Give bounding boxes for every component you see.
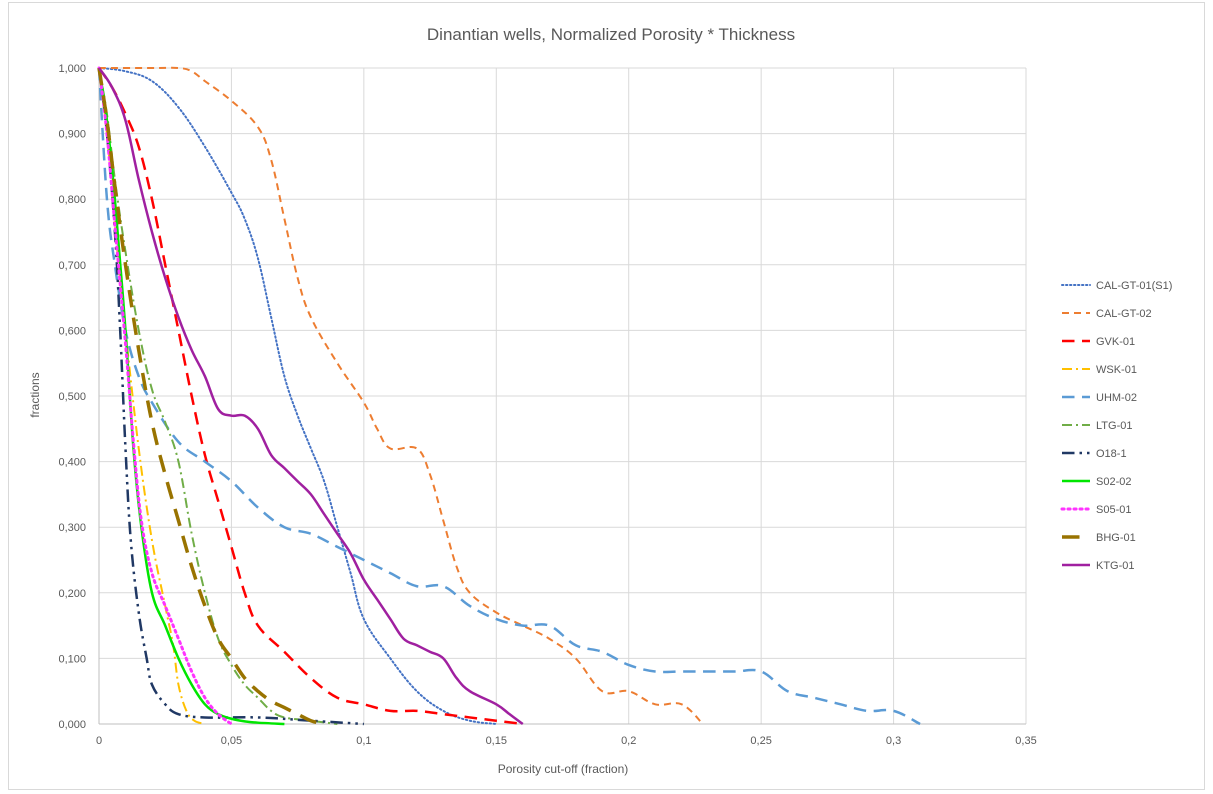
x-tick-label: 0,2 xyxy=(621,735,636,747)
y-tick-label: 0,300 xyxy=(58,522,86,534)
x-tick-label: 0,3 xyxy=(886,735,901,747)
y-axis-label: fractions xyxy=(28,372,42,417)
legend-label: LTG-01 xyxy=(1096,420,1132,432)
series-line-s05-01 xyxy=(97,66,233,726)
legend-item-uhm-02: UHM-02 xyxy=(1062,392,1137,404)
x-tick-label: 0,1 xyxy=(356,735,371,747)
y-tick-label: 0,100 xyxy=(58,653,86,665)
legend-label: S05-01 xyxy=(1096,504,1131,516)
legend-item-s05-01: S05-01 xyxy=(1060,504,1131,516)
legend-item-s02-02: S02-02 xyxy=(1062,476,1131,488)
legend-label: O18-1 xyxy=(1096,448,1127,460)
x-tick-label: 0,05 xyxy=(221,735,242,747)
series-line-bhg-01 xyxy=(97,67,325,726)
x-tick-label: 0,15 xyxy=(486,735,507,747)
legend-label: BHG-01 xyxy=(1096,532,1136,544)
y-tick-label: 0,800 xyxy=(58,194,86,206)
chart-title: Dinantian wells, Normalized Porosity * T… xyxy=(427,25,795,44)
y-tick-label: 0,500 xyxy=(58,391,86,403)
legend-item-cal-gt-01-s1: CAL-GT-01(S1) xyxy=(1061,280,1172,292)
series-line-ktg-01 xyxy=(97,67,524,726)
legend-item-gvk-01: GVK-01 xyxy=(1062,336,1135,348)
legend-label: UHM-02 xyxy=(1096,392,1137,404)
y-tick-label: 0,400 xyxy=(58,457,86,469)
y-tick-label: 0,200 xyxy=(58,588,86,600)
y-tick-label: 0,700 xyxy=(58,260,86,272)
legend-item-ktg-01: KTG-01 xyxy=(1062,560,1135,572)
y-tick-label: 1,000 xyxy=(58,63,86,75)
legend-label: KTG-01 xyxy=(1096,560,1135,572)
legend-item-bhg-01: BHG-01 xyxy=(1062,532,1136,544)
legend-label: GVK-01 xyxy=(1096,336,1135,348)
y-tick-label: 0,600 xyxy=(58,325,86,337)
series-line-cal-gt-01-s1 xyxy=(98,67,498,725)
legend-item-o18-1: O18-1 xyxy=(1062,448,1127,460)
legend-label: CAL-GT-01(S1) xyxy=(1096,280,1172,292)
x-tick-label: 0,35 xyxy=(1015,735,1036,747)
legend-label: CAL-GT-02 xyxy=(1096,308,1152,320)
x-axis-label: Porosity cut-off (fraction) xyxy=(498,762,629,776)
y-tick-label: 0,000 xyxy=(58,719,86,731)
legend-item-cal-gt-02: CAL-GT-02 xyxy=(1062,308,1152,320)
x-tick-label: 0 xyxy=(96,735,102,747)
x-tick-label: 0,25 xyxy=(750,735,771,747)
y-tick-label: 0,900 xyxy=(58,129,86,141)
legend-label: WSK-01 xyxy=(1096,364,1137,376)
legend-item-wsk-01: WSK-01 xyxy=(1062,364,1137,376)
series-line-uhm-02 xyxy=(97,67,921,726)
grid xyxy=(98,67,1027,725)
legend: CAL-GT-01(S1) CAL-GT-02 GVK-01 WSK-01 UHM-02… xyxy=(1060,280,1172,572)
legend-item-ltg-01: LTG-01 xyxy=(1062,420,1132,432)
series-lines xyxy=(97,66,921,726)
series-line-gvk-01 xyxy=(97,67,523,726)
series-line-cal-gt-02 xyxy=(99,66,704,725)
series-line-s02-02 xyxy=(97,67,285,726)
legend-label: S02-02 xyxy=(1096,476,1131,488)
axes: 0,000 0,100 0,200 0,300 0,400 0,500 0,600 0,700… xyxy=(58,63,1036,747)
